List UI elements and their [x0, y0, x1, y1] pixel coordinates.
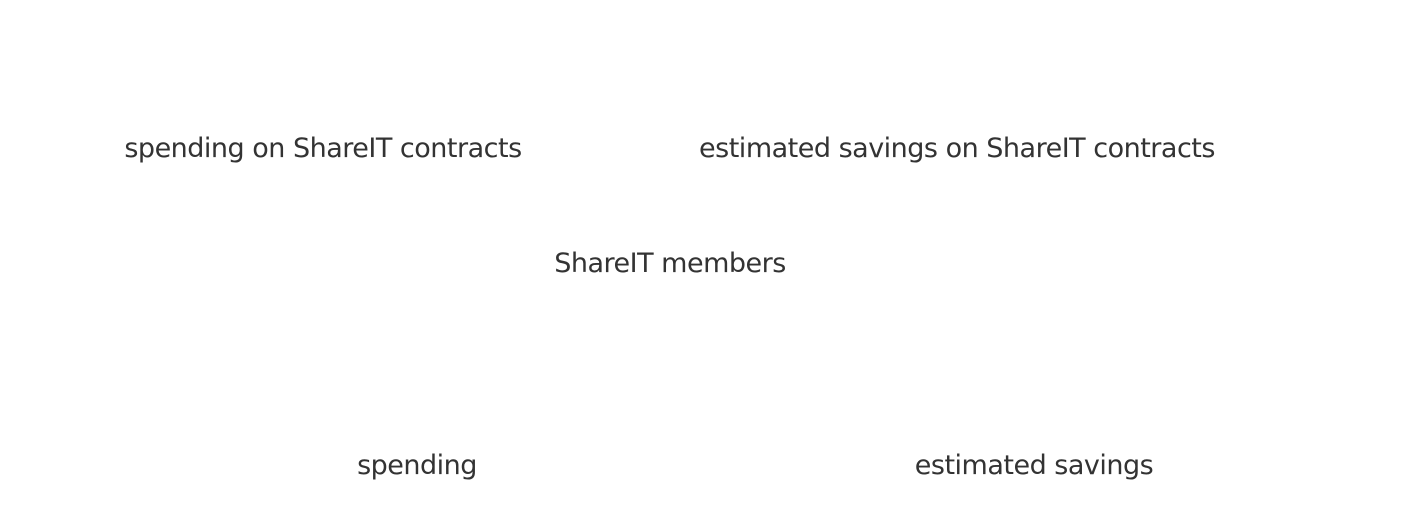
stat-label: estimated savings [914, 450, 1154, 481]
stat-label: spending on ShareIT contracts [124, 133, 522, 164]
stat-label: ShareIT members [554, 248, 786, 279]
stat-label: estimated savings on ShareIT contracts [699, 133, 1215, 164]
stat-label: spending [357, 450, 477, 481]
